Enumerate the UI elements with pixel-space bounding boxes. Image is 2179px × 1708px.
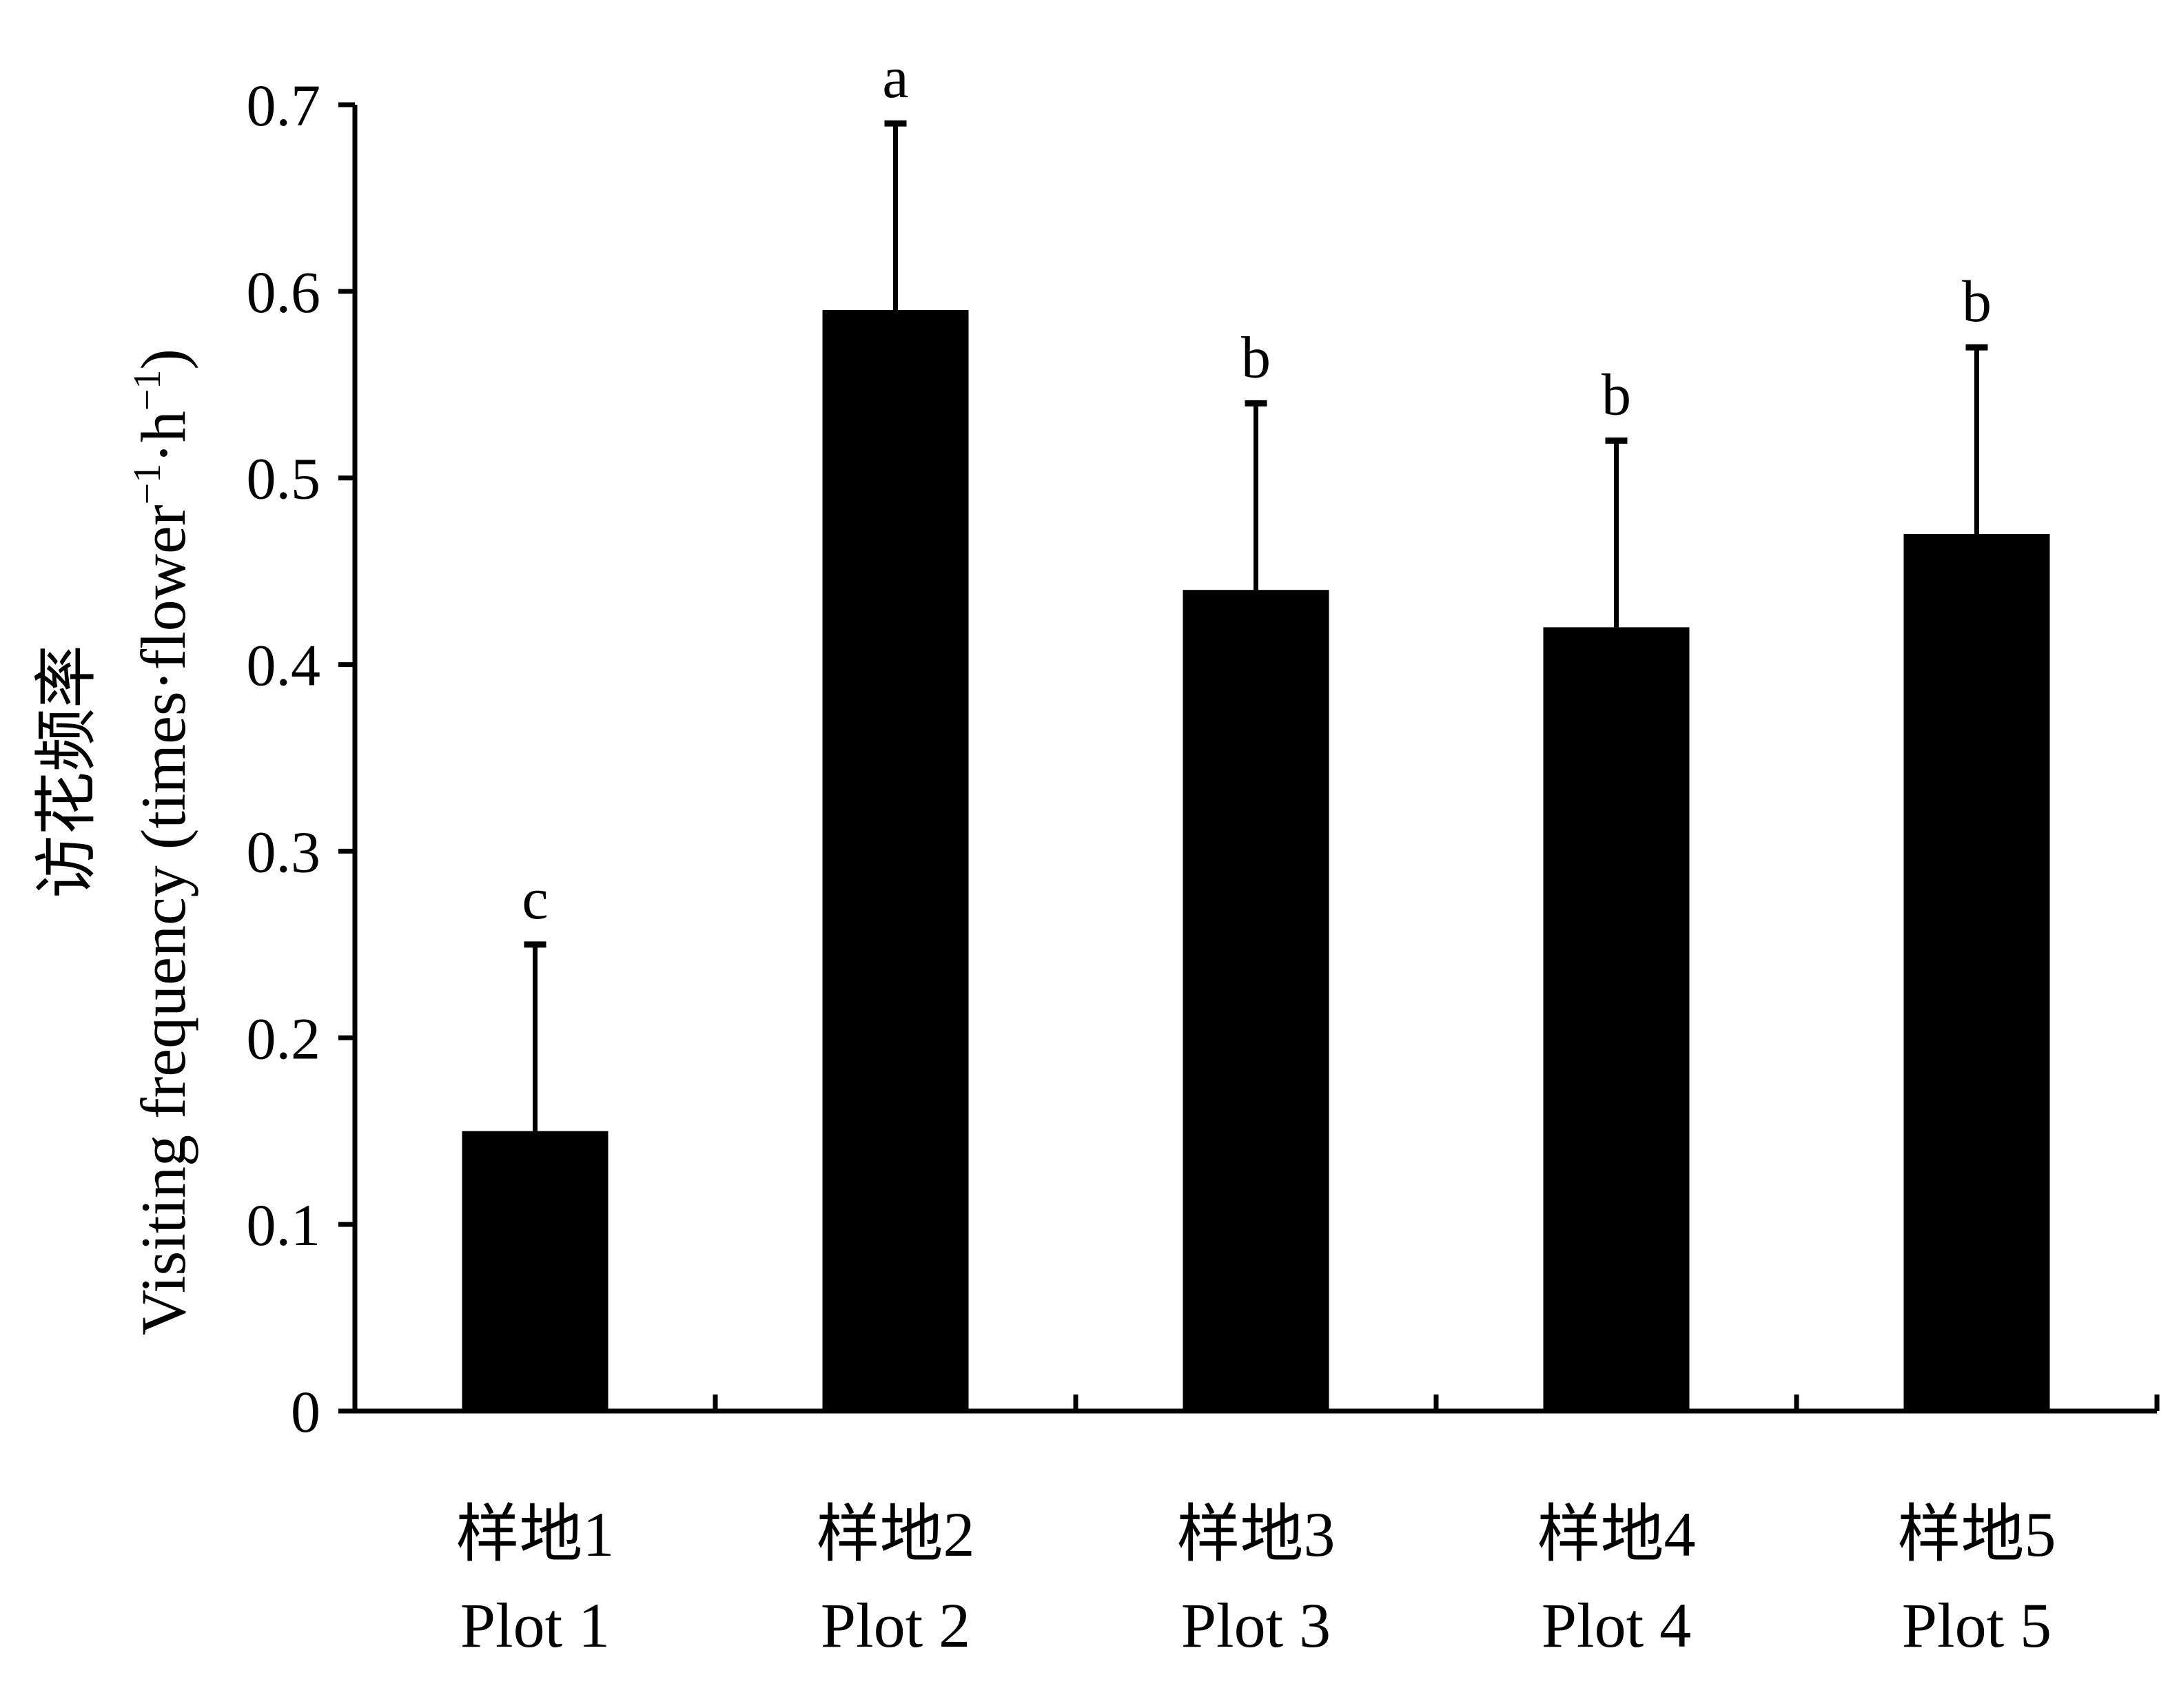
category-label-cn-3: 样地3: [1176, 1499, 1335, 1570]
significance-labels: c a b b b: [522, 44, 1992, 932]
error-bars: [524, 120, 1988, 1131]
category-label-cn-1: 样地1: [456, 1499, 614, 1570]
bar-5: [1903, 533, 2050, 1411]
y-axis-title-en: Visiting frequency (times·flower−1·h−1): [126, 349, 198, 1335]
y-axis-title-sup-1: −1: [126, 464, 169, 505]
y-axis: 0 0.1 0.2 0.3 0.4 0.5 0.6 0.7: [247, 72, 358, 1445]
significance-letter-2: a: [882, 44, 908, 110]
bar-2: [822, 309, 969, 1411]
y-tick-label: 0.5: [247, 446, 321, 512]
y-axis-title-en-mid: ·h: [128, 411, 198, 464]
bar-3: [1183, 590, 1329, 1412]
y-axis-title-cn: 访花频率: [32, 645, 102, 898]
category-label-en-3: Plot 3: [1181, 1590, 1331, 1660]
bar-4: [1543, 627, 1690, 1411]
y-tick-label: 0.6: [247, 259, 321, 325]
bars: [462, 309, 2050, 1412]
bar-1: [462, 1131, 608, 1411]
y-tick-label: 0: [291, 1379, 320, 1445]
y-tick-label: 0.3: [247, 819, 321, 885]
significance-letter-1: c: [522, 865, 548, 932]
category-label-cn-4: 样地4: [1537, 1499, 1695, 1570]
y-tick-label: 0.7: [247, 72, 321, 138]
y-tick-label: 0.4: [247, 632, 321, 699]
category-label-en-5: Plot 5: [1902, 1590, 2052, 1660]
category-label-en-4: Plot 4: [1542, 1590, 1691, 1660]
category-label-en-2: Plot 2: [821, 1590, 970, 1660]
significance-letter-3: b: [1241, 324, 1271, 390]
category-label-en-1: Plot 1: [460, 1590, 610, 1660]
y-axis-title-sup-2: −1: [126, 370, 169, 411]
significance-letter-4: b: [1602, 362, 1631, 428]
y-tick-label: 0.1: [247, 1192, 321, 1258]
y-tick-label: 0.2: [247, 1005, 321, 1071]
category-label-cn-2: 样地2: [816, 1499, 974, 1570]
y-axis-title-en-end: ): [128, 349, 198, 370]
significance-letter-5: b: [1962, 268, 1992, 334]
category-label-cn-5: 样地5: [1897, 1499, 2056, 1570]
y-axis-title-en-main: Visiting frequency (times·flower: [128, 505, 198, 1335]
category-labels: 样地1 Plot 1 样地2 Plot 2 样地3 Plot 3 样地4 Plot 4 样地5 P…: [456, 1499, 2056, 1660]
